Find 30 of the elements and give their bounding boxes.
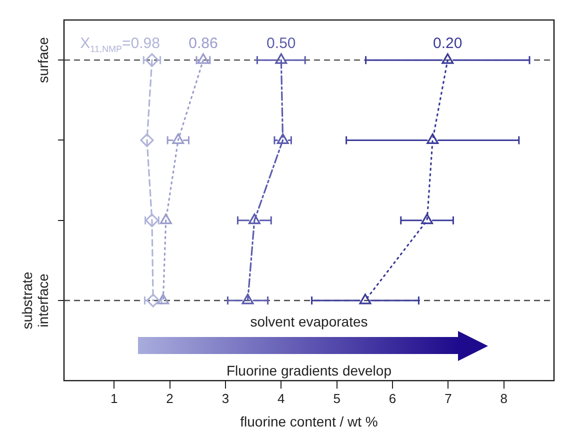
x-tick-label: 1 [110,390,118,406]
point [421,214,434,224]
x-tick-label: 6 [388,390,396,406]
series-label: 0.50 [266,35,296,52]
x-axis-title: fluorine content / wt % [240,413,378,430]
point [157,294,170,304]
series-label: 0.20 [433,35,462,52]
x-tick-label: 8 [500,390,508,406]
point [359,294,372,304]
annotation: Fluorine gradients develop [226,362,392,379]
y-tick-label: surface [35,36,51,84]
x-tick-label: 7 [444,390,452,406]
point [248,214,260,224]
point [426,133,439,144]
point [172,133,184,144]
y-tick-label: substrate interface [19,271,51,330]
point [442,53,454,64]
point [145,53,159,67]
point [160,214,172,224]
annotation: solvent evaporates [250,314,368,330]
point [276,133,289,144]
x-tick-label: 2 [166,390,174,406]
point [146,294,160,308]
series-label: 0.86 [188,35,218,52]
x-tick-label: 3 [222,390,230,406]
point [275,53,288,64]
x-tick-label: 4 [278,390,285,406]
point [242,294,254,304]
point [140,133,154,147]
x-tick-label: 5 [333,390,340,406]
